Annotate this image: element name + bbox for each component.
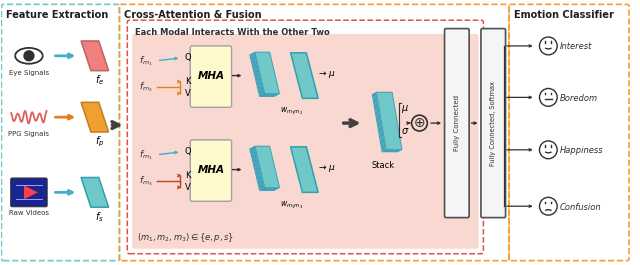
Text: $\mu$: $\mu$ <box>401 103 409 115</box>
Polygon shape <box>251 54 275 96</box>
Text: Cross-Attention & Fusion: Cross-Attention & Fusion <box>124 10 262 20</box>
Text: Raw Videos: Raw Videos <box>9 210 49 216</box>
Text: Happiness: Happiness <box>560 146 604 155</box>
Text: Fully Connected: Fully Connected <box>454 95 460 151</box>
FancyBboxPatch shape <box>190 46 232 107</box>
Polygon shape <box>253 53 278 95</box>
Polygon shape <box>250 149 275 190</box>
Polygon shape <box>81 178 109 207</box>
Text: Stack: Stack <box>371 161 395 170</box>
Text: Interest: Interest <box>560 42 593 51</box>
Text: $f_e$: $f_e$ <box>95 74 104 87</box>
Text: $f_p$: $f_p$ <box>95 135 104 149</box>
Polygon shape <box>251 148 275 190</box>
Text: Feature Extraction: Feature Extraction <box>6 10 109 20</box>
Polygon shape <box>291 147 318 192</box>
Polygon shape <box>376 92 402 150</box>
Text: $\oplus$: $\oplus$ <box>413 116 426 130</box>
Text: MHA: MHA <box>197 70 225 81</box>
Polygon shape <box>252 148 276 189</box>
Polygon shape <box>291 53 318 98</box>
Polygon shape <box>252 54 276 95</box>
Polygon shape <box>254 147 278 188</box>
Text: $f_{m_1}$: $f_{m_1}$ <box>139 54 153 68</box>
Text: $w_{m_1m_2}$: $w_{m_1m_2}$ <box>280 105 303 117</box>
Polygon shape <box>252 148 277 189</box>
Polygon shape <box>373 94 399 151</box>
Text: $f_s$: $f_s$ <box>95 210 104 224</box>
FancyBboxPatch shape <box>481 29 506 218</box>
Text: Q: Q <box>185 147 191 156</box>
Text: V: V <box>186 89 191 98</box>
Text: Boredom: Boredom <box>560 94 598 103</box>
FancyBboxPatch shape <box>445 29 469 218</box>
Text: $f_{m_1}$: $f_{m_1}$ <box>139 148 153 162</box>
Text: $\rightarrow\mu$: $\rightarrow\mu$ <box>317 69 335 80</box>
Polygon shape <box>254 52 278 94</box>
Polygon shape <box>81 102 109 132</box>
Polygon shape <box>255 52 280 94</box>
Polygon shape <box>375 93 401 150</box>
Text: K: K <box>186 77 191 86</box>
Text: $w_{m_1m_3}$: $w_{m_1m_3}$ <box>280 199 303 211</box>
Text: Confusion: Confusion <box>560 203 602 212</box>
Text: $f_{m_2}$: $f_{m_2}$ <box>139 81 153 94</box>
Polygon shape <box>372 94 398 152</box>
Circle shape <box>24 51 34 61</box>
Text: $\rightarrow\mu$: $\rightarrow\mu$ <box>317 163 335 174</box>
Text: Each Modal Interacts With the Other Two: Each Modal Interacts With the Other Two <box>135 28 330 37</box>
Text: $\sigma$: $\sigma$ <box>401 126 409 136</box>
Text: K: K <box>186 171 191 180</box>
FancyBboxPatch shape <box>132 34 479 249</box>
Text: $(m_1, m_2, m_3) \in \{e, p, s\}$: $(m_1, m_2, m_3) \in \{e, p, s\}$ <box>137 231 234 244</box>
Text: Fully Connected, Softmax: Fully Connected, Softmax <box>490 81 496 166</box>
Polygon shape <box>250 55 275 96</box>
FancyBboxPatch shape <box>190 140 232 201</box>
Polygon shape <box>253 147 278 189</box>
Text: Eye Signals: Eye Signals <box>9 70 49 76</box>
Polygon shape <box>24 186 38 199</box>
Polygon shape <box>374 93 400 151</box>
Text: Emotion Classifier: Emotion Classifier <box>514 10 614 20</box>
FancyBboxPatch shape <box>11 178 47 207</box>
Text: Q: Q <box>185 53 191 62</box>
Text: V: V <box>186 183 191 192</box>
Text: PPG Signals: PPG Signals <box>8 131 49 137</box>
Text: $f_{m_3}$: $f_{m_3}$ <box>139 175 153 188</box>
Text: MHA: MHA <box>197 165 225 175</box>
Polygon shape <box>81 41 109 71</box>
Polygon shape <box>252 54 277 95</box>
Polygon shape <box>255 146 280 188</box>
